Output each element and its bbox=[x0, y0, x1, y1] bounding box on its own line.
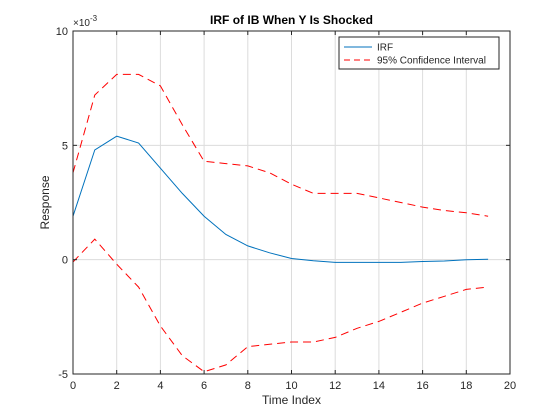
grid bbox=[73, 31, 510, 374]
legend-box bbox=[338, 36, 500, 70]
series-ci-upper-line bbox=[72, 73, 489, 217]
x-tick-label: 8 bbox=[245, 380, 251, 392]
series-layer bbox=[72, 73, 489, 373]
x-tick-label: 18 bbox=[460, 380, 472, 392]
series-ci-lower-line bbox=[72, 238, 489, 373]
chart-title: IRF of IB When Y Is Shocked bbox=[210, 13, 373, 27]
x-tick-label: 6 bbox=[201, 380, 207, 392]
x-tick-label: 0 bbox=[70, 380, 76, 392]
y-tick-label: 10 bbox=[56, 26, 68, 38]
y-exponent-label: ×10-3 bbox=[73, 14, 98, 29]
x-tick-label: 14 bbox=[373, 380, 385, 392]
y-tick-label: 5 bbox=[62, 140, 68, 152]
x-tick-label: 10 bbox=[285, 380, 297, 392]
x-tick-label: 4 bbox=[157, 380, 163, 392]
x-tick-label: 12 bbox=[329, 380, 341, 392]
y-exponent-power: -3 bbox=[90, 14, 98, 23]
y-tick-label: -5 bbox=[58, 369, 68, 381]
y-tick-label: 0 bbox=[62, 255, 68, 267]
legend-label-irf: IRF bbox=[377, 43, 393, 54]
x-axis-label: Time Index bbox=[262, 393, 321, 407]
y-axis-label: Response bbox=[38, 175, 52, 229]
series-irf-line bbox=[72, 135, 489, 263]
legend: IRF 95% Confidence Interval bbox=[338, 36, 500, 70]
legend-label-confidence-interval: 95% Confidence Interval bbox=[377, 56, 486, 67]
x-tick-label: 20 bbox=[504, 380, 516, 392]
x-tick-label: 2 bbox=[114, 380, 120, 392]
y-exponent-base: ×10 bbox=[73, 18, 90, 29]
x-tick-label: 16 bbox=[416, 380, 428, 392]
